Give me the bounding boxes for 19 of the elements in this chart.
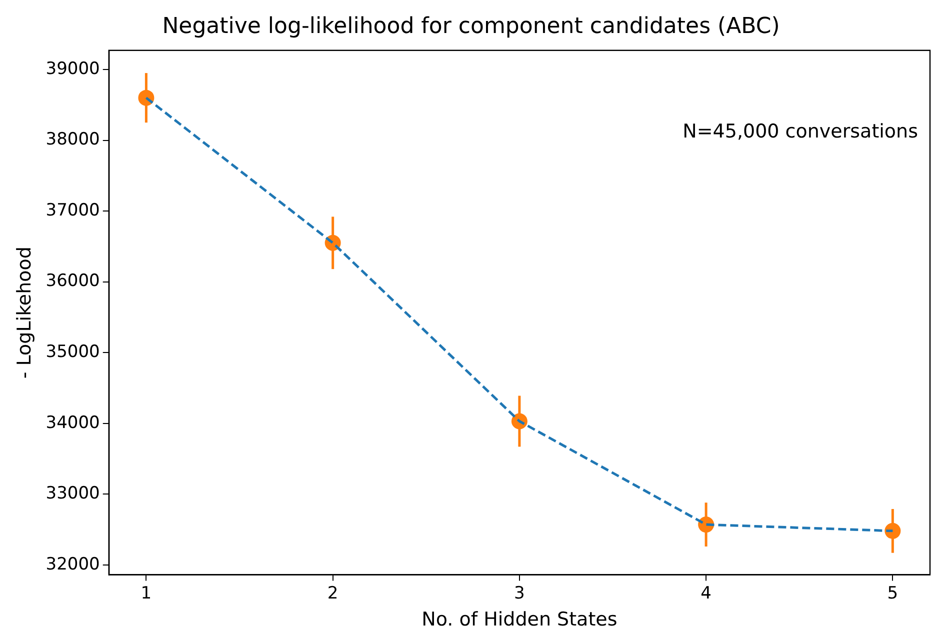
x-tick-label: 1 <box>140 583 152 604</box>
y-tick-label: 35000 <box>46 342 100 362</box>
x-tick-label: 3 <box>514 583 525 604</box>
chart-title: Negative log-likelihood for component candidates (ABC) <box>162 14 780 39</box>
y-axis-title: - LogLikehood <box>13 246 36 379</box>
point <box>138 90 154 106</box>
y-tick-label: 37000 <box>46 200 100 220</box>
y-tick-label: 32000 <box>46 554 100 574</box>
y-tick-label: 34000 <box>46 412 100 433</box>
x-tick-label: 5 <box>887 583 898 604</box>
annotation: N=45,000 conversations <box>682 120 918 142</box>
y-tick-label: 38000 <box>46 130 100 150</box>
x-tick-label: 4 <box>700 583 712 604</box>
y-tick-label: 33000 <box>46 484 100 504</box>
y-tick-label: 36000 <box>46 271 100 292</box>
x-tick-label: 2 <box>327 583 338 604</box>
y-tick-label: 39000 <box>46 58 100 79</box>
point <box>884 522 901 539</box>
x-axis-title: No. of Hidden States <box>422 608 618 631</box>
